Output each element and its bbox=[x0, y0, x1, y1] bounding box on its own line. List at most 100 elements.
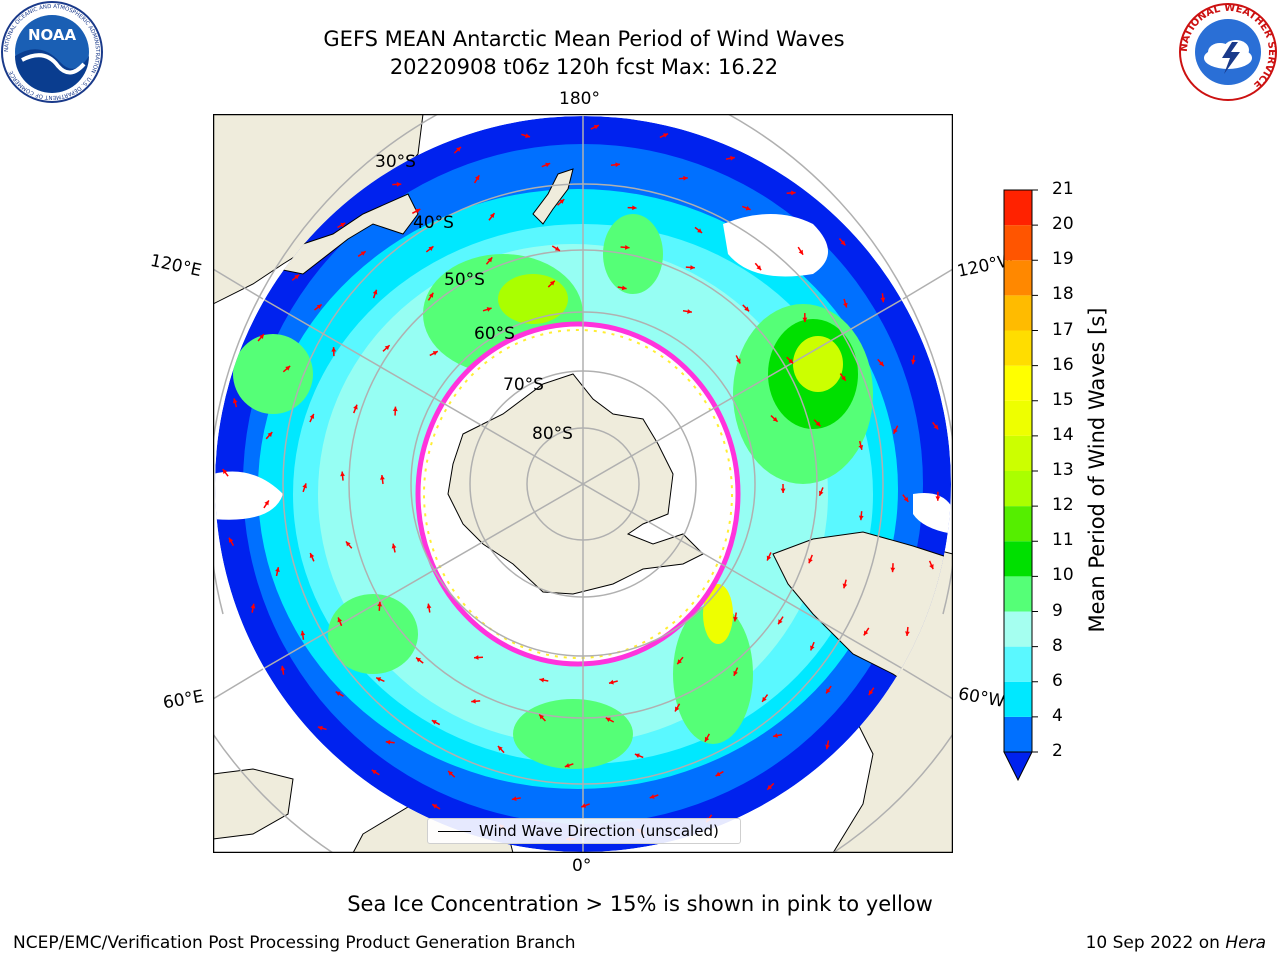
map-subtitle: 20220908 t06z 120h fcst Max: 16.22 bbox=[389, 55, 779, 79]
wave-direction-arrowhead bbox=[377, 601, 383, 607]
colorbar-swatch bbox=[1004, 330, 1032, 366]
wave-direction-arrowhead bbox=[497, 746, 503, 751]
colorbar-tick-label: 20 bbox=[1052, 214, 1074, 235]
wave-direction-arrowhead bbox=[802, 317, 808, 323]
wave-direction-arrowhead bbox=[766, 555, 772, 561]
wave-direction-arrowhead bbox=[605, 717, 611, 722]
wave-direction-arrowhead bbox=[428, 292, 434, 298]
map-legend: Wind Wave Direction (unscaled) bbox=[427, 818, 741, 844]
wave-direction-arrowhead bbox=[826, 688, 831, 694]
colorbar-under-triangle bbox=[1003, 751, 1033, 782]
wave-direction-arrowhead bbox=[259, 334, 264, 340]
wave-direction-arrowhead bbox=[893, 428, 898, 434]
wave-direction-arrowhead bbox=[624, 244, 630, 250]
wave-direction-arrowhead bbox=[581, 803, 587, 808]
colorbar-swatch bbox=[1004, 681, 1032, 717]
wave-direction-arrowhead bbox=[385, 739, 391, 745]
legend-line-icon bbox=[438, 830, 471, 832]
wave-direction-arrowhead bbox=[778, 619, 783, 625]
wave-direction-arrowhead bbox=[380, 475, 385, 480]
wave-direction-arrowhead bbox=[267, 432, 273, 438]
wave-direction-arrowhead bbox=[489, 213, 495, 219]
wave-direction-arrowhead bbox=[815, 421, 821, 427]
wave-direction-arrowhead bbox=[232, 398, 238, 404]
wave-direction-arrowhead bbox=[745, 205, 751, 211]
wave-direction-arrowhead bbox=[317, 725, 323, 731]
wave-direction-arrowhead bbox=[609, 679, 614, 685]
wave-direction-arrowhead bbox=[810, 645, 815, 651]
colorbar-swatch bbox=[1004, 400, 1032, 436]
wave-direction-arrowhead bbox=[285, 365, 291, 371]
wave-direction-arrowhead bbox=[910, 359, 916, 365]
wave-direction-arrowhead bbox=[868, 690, 874, 696]
wave-direction-arrowhead bbox=[798, 249, 804, 255]
colorbar-swatch bbox=[1004, 506, 1032, 542]
wave-direction-arrowhead bbox=[376, 677, 382, 682]
wave-direction-arrowhead bbox=[733, 616, 738, 622]
colorbar-tick-label: 13 bbox=[1052, 460, 1074, 480]
colorbar-swatch bbox=[1004, 541, 1032, 577]
wave-direction-arrowhead bbox=[539, 677, 545, 683]
wave-direction-arrowhead bbox=[415, 209, 421, 214]
lon-label-180: 180° bbox=[559, 89, 600, 109]
wave-direction-arrowhead bbox=[767, 784, 773, 790]
wave-direction-arrowhead bbox=[559, 199, 565, 204]
footer-date: 10 Sep 2022 on Hera bbox=[1086, 933, 1266, 953]
lon-label-60e: 60°E bbox=[161, 686, 206, 714]
wave-direction-arrowhead bbox=[384, 345, 390, 350]
wave-direction-arrowhead bbox=[733, 670, 738, 676]
wave-direction-arrowhead bbox=[316, 304, 322, 310]
wave-direction-arrowhead bbox=[841, 375, 846, 381]
wave-direction-arrowhead bbox=[788, 358, 794, 364]
colorbar-tick-label: 15 bbox=[1052, 389, 1074, 410]
wave-direction-arrowhead bbox=[432, 804, 438, 809]
wave-direction-arrowhead bbox=[564, 763, 570, 768]
colorbar-tick-label: 10 bbox=[1052, 565, 1074, 586]
colorbar-tick-label: 19 bbox=[1052, 249, 1074, 270]
wave-direction-arrowhead bbox=[929, 564, 934, 570]
wave-direction-arrowhead bbox=[843, 302, 848, 308]
wave-direction-arrowhead bbox=[863, 630, 869, 636]
wave-direction-arrowhead bbox=[345, 541, 351, 547]
wave-direction-arrowhead bbox=[340, 471, 345, 477]
wave-direction-arrowhead bbox=[545, 162, 551, 168]
wave-direction-arrowhead bbox=[294, 274, 300, 280]
wave-direction-arrowhead bbox=[933, 424, 939, 430]
wave-direction-arrowhead bbox=[663, 133, 669, 138]
wave-direction-arrowhead bbox=[456, 146, 461, 152]
wave-direction-arrowhead bbox=[615, 162, 620, 168]
wave-direction-arrowhead bbox=[275, 567, 280, 572]
wave-direction-arrowhead bbox=[730, 155, 735, 161]
wave-direction-arrowhead bbox=[858, 515, 864, 521]
wind-wave-arrows bbox=[222, 124, 941, 842]
wave-direction-arrowhead bbox=[264, 500, 269, 506]
wave-direction-arrowhead bbox=[428, 246, 434, 251]
wave-direction-arrowhead bbox=[391, 543, 397, 549]
wave-direction-arrowhead bbox=[302, 483, 307, 489]
wave-direction-arrowhead bbox=[229, 537, 234, 543]
wave-direction-arrowhead bbox=[250, 603, 256, 609]
colorbar bbox=[1003, 189, 1038, 782]
wave-direction-arrowhead bbox=[762, 696, 767, 702]
wave-direction-arrowhead bbox=[715, 771, 721, 777]
wave-direction-arrowhead bbox=[593, 124, 599, 130]
colorbar-swatch bbox=[1004, 365, 1032, 401]
noaa-logo-icon: NOAA NATIONAL OCEANIC AND ATMOSPHERIC AD… bbox=[1, 1, 103, 103]
wave-direction-arrowhead bbox=[808, 558, 813, 564]
wave-direction-arrowhead bbox=[416, 657, 422, 663]
wave-direction-arrowhead bbox=[309, 413, 315, 419]
wave-direction-arrowhead bbox=[825, 744, 830, 750]
colorbar-tick-label: 14 bbox=[1052, 424, 1074, 445]
lat-label-70s: 70°S bbox=[503, 375, 544, 395]
wave-direction-arrowhead bbox=[511, 796, 517, 802]
wave-direction-arrowhead bbox=[549, 280, 555, 286]
wave-direction-arrowhead bbox=[432, 351, 438, 356]
wave-direction-arrowhead bbox=[649, 794, 655, 799]
wave-direction-arrowhead bbox=[337, 617, 343, 623]
colorbar-swatch bbox=[1004, 471, 1032, 507]
wave-direction-arrowhead bbox=[431, 720, 437, 725]
footer-credit: NCEP/EMC/Verification Post Processing Pr… bbox=[13, 933, 576, 953]
wave-direction-arrowhead bbox=[471, 698, 476, 704]
colorbar-tick-label: 6 bbox=[1052, 670, 1063, 691]
wave-direction-arrowhead bbox=[675, 706, 680, 712]
